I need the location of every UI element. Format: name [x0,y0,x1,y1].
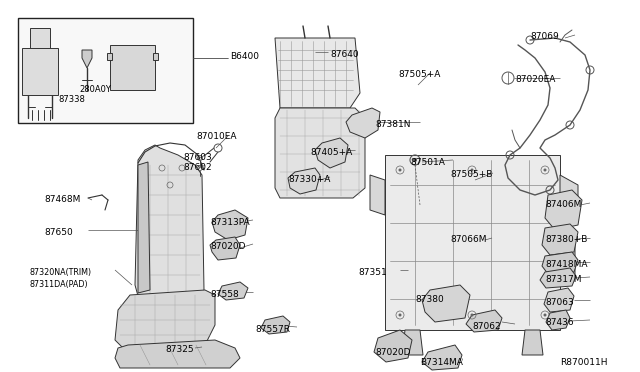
Text: 87010EA: 87010EA [196,132,237,141]
Polygon shape [275,108,365,198]
Circle shape [543,169,547,171]
Text: 87650: 87650 [44,228,73,237]
Text: 87381N: 87381N [375,120,410,129]
Polygon shape [540,268,576,288]
Text: 87418MA: 87418MA [545,260,588,269]
Polygon shape [545,190,582,230]
Text: 87020D: 87020D [210,242,246,251]
Polygon shape [107,53,112,60]
Text: 87380+B: 87380+B [545,235,588,244]
Text: 87320NA(TRIM): 87320NA(TRIM) [30,268,92,277]
Polygon shape [560,175,578,227]
Circle shape [543,314,547,317]
Polygon shape [135,145,204,308]
Text: 87020D: 87020D [375,348,410,357]
Polygon shape [544,288,574,312]
Polygon shape [542,252,578,274]
Polygon shape [422,345,462,370]
Polygon shape [22,48,58,95]
Polygon shape [115,290,215,350]
Polygon shape [218,282,248,300]
Text: 87406M: 87406M [545,200,581,209]
Polygon shape [110,45,155,90]
Text: 87351: 87351 [358,268,387,277]
Polygon shape [315,138,348,168]
Polygon shape [115,340,240,368]
Polygon shape [346,108,380,138]
Text: 87313PA: 87313PA [210,218,250,227]
Text: 87405+A: 87405+A [310,148,352,157]
Polygon shape [82,50,92,68]
Text: 87063: 87063 [545,298,573,307]
Text: 87325: 87325 [165,345,194,354]
Polygon shape [560,235,575,283]
Polygon shape [212,210,248,240]
Circle shape [413,158,417,162]
Polygon shape [542,224,578,255]
Text: 87603: 87603 [183,153,212,162]
Text: 87501A: 87501A [410,158,445,167]
Text: R870011H: R870011H [560,358,607,367]
Text: 87380: 87380 [415,295,444,304]
Text: 87330+A: 87330+A [288,175,330,184]
Polygon shape [275,38,360,108]
Polygon shape [153,53,158,60]
Text: 87640: 87640 [330,50,358,59]
Text: B6400: B6400 [230,52,259,61]
Polygon shape [422,285,470,322]
Polygon shape [288,168,320,194]
Circle shape [470,314,474,317]
Text: 87602: 87602 [183,163,212,172]
Polygon shape [466,310,502,332]
Polygon shape [30,28,50,48]
Polygon shape [261,316,290,334]
Text: 87062: 87062 [472,322,500,331]
Polygon shape [522,330,543,355]
Circle shape [470,169,474,171]
Text: 87505+B: 87505+B [450,170,492,179]
Text: 87558: 87558 [210,290,239,299]
Text: 280A0Y: 280A0Y [79,85,111,94]
Polygon shape [374,330,412,362]
FancyBboxPatch shape [18,18,193,123]
Polygon shape [370,175,385,215]
Text: 87338: 87338 [59,95,85,104]
Text: 87020EA: 87020EA [515,75,556,84]
Text: B7314MA: B7314MA [420,358,463,367]
Polygon shape [138,162,150,293]
Text: 87468M: 87468M [44,195,81,204]
Text: 87505+A: 87505+A [398,70,440,79]
Polygon shape [546,310,570,330]
Polygon shape [385,155,560,330]
Text: 87317M: 87317M [545,275,582,284]
Text: 87311DA(PAD): 87311DA(PAD) [30,280,88,289]
Circle shape [399,314,401,317]
Text: 87436: 87436 [545,318,573,327]
Text: 87557R: 87557R [255,325,290,334]
Polygon shape [210,237,240,260]
Text: 87069: 87069 [530,32,559,41]
Polygon shape [402,330,423,355]
Text: 87066M: 87066M [450,235,486,244]
Circle shape [399,169,401,171]
